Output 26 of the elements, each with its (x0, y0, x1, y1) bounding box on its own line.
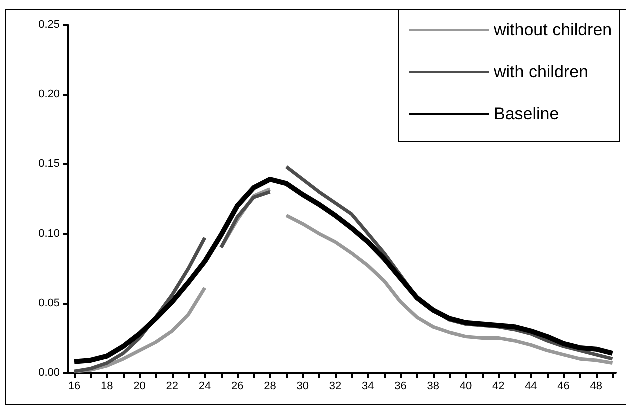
x-tick-label: 28 (264, 380, 276, 392)
x-tick-label: 48 (590, 380, 603, 392)
legend-label: Baseline (494, 104, 560, 124)
x-tick-label: 30 (296, 380, 309, 392)
x-tick-label: 32 (329, 380, 342, 392)
x-tick-label: 42 (492, 380, 505, 392)
y-tick-label: 0.15 (38, 158, 60, 170)
legend-label: without children (493, 20, 612, 40)
y-tick-label: 0.25 (38, 19, 60, 31)
y-tick-label: 0.20 (38, 88, 60, 101)
x-tick-label: 26 (231, 380, 244, 392)
y-tick-label: 0.10 (38, 228, 60, 240)
x-tick-label: 46 (558, 380, 570, 392)
x-tick-label: 36 (394, 380, 407, 392)
x-tick-label: 34 (362, 380, 374, 392)
legend-label: with children (493, 62, 588, 82)
x-tick-label: 22 (166, 380, 179, 392)
y-tick-label: 0.05 (38, 297, 60, 310)
x-tick-label: 24 (198, 380, 212, 392)
x-tick-label: 20 (134, 380, 146, 392)
x-tick-label: 18 (101, 380, 114, 392)
y-tick-label: 0.00 (38, 367, 60, 379)
x-tick-label: 38 (427, 380, 440, 392)
x-tick-label: 16 (68, 380, 81, 392)
x-tick-label: 44 (525, 380, 538, 392)
x-tick-label: 40 (460, 380, 472, 392)
